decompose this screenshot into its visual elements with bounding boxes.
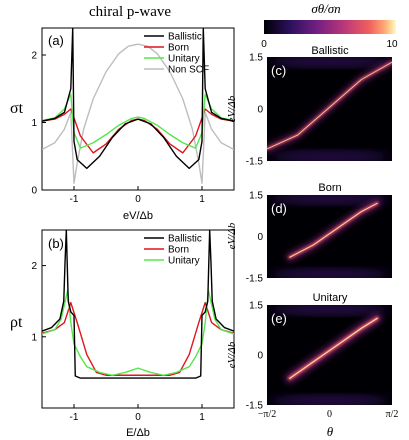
figure-title: chiral p-wave: [89, 4, 171, 20]
panel-e-ylabel: eV/Δb: [226, 341, 238, 368]
panel-d-flat-band: [269, 195, 390, 203]
panel-b-xtick-label: -1: [70, 412, 79, 423]
panel-c-title: Ballistic: [311, 45, 349, 57]
panel-a-ytick-label: 0: [31, 186, 37, 197]
panel-a-xtick-label: -1: [70, 194, 79, 205]
panel-b-series-unitary: [42, 289, 234, 376]
panel-a-ytick-label: 2: [31, 51, 37, 62]
panel-b-legend-label: Ballistic: [168, 234, 202, 245]
panel-a-xtick-label: 1: [199, 194, 205, 205]
panel-b-ytick-label: 1: [31, 332, 37, 343]
panel-b-xtick-label: 0: [135, 412, 141, 423]
panel-d-title: Born: [318, 182, 341, 194]
panel-e-xtick-label: −π/2: [258, 409, 276, 420]
panel-c-ytick-label: -1.5: [246, 157, 264, 168]
panel-e-ytick-label: 0: [257, 351, 263, 362]
panel-d-ylabel: eV/Δb: [226, 222, 238, 249]
panel-a-series-non-scf: [42, 43, 234, 184]
panel-c-ylabel: eV/Δb: [226, 95, 238, 122]
panel-b-series-born: [42, 301, 234, 376]
panel-b-legend-label: Born: [168, 245, 189, 256]
panel-e-xtick-label: 0: [327, 409, 332, 420]
panel-a-legend-label: Born: [168, 43, 189, 54]
panel-b-ylabel: ρt: [10, 314, 23, 331]
panel-e-ytick-label: 1.5: [249, 301, 263, 312]
panel-e-xtick-label: π/2: [386, 409, 399, 420]
panel-a-ytick-label: 1: [31, 118, 37, 129]
panel-e: Unitary (e) eV/Δb θ 1.5 0 -1.5−π/2 0 π/2: [226, 292, 398, 439]
panel-c-ytick-label: 0: [257, 105, 263, 116]
panel-a-xtick-label: 0: [135, 194, 141, 205]
panel-e-label: (e): [271, 311, 287, 326]
panel-c-ytick-label: 1.5: [249, 53, 263, 64]
panel-c-label: (c): [271, 63, 286, 78]
panel-c-band-core: [267, 61, 392, 150]
panel-e-xlabel: θ: [327, 424, 334, 439]
panel-b-ytick-label: 2: [31, 261, 37, 272]
colorbar-tick-min: 0: [261, 39, 267, 50]
panel-e-title: Unitary: [313, 292, 348, 304]
colorbar-label: σθ/σn: [311, 1, 340, 16]
panel-a-series-unitary: [42, 93, 234, 149]
panel-a-label: (a): [48, 33, 64, 48]
panel-a-legend-label: Non SCF: [168, 65, 209, 76]
colorbar-tick-max: 10: [386, 39, 398, 50]
panel-d-ytick-label: 1.5: [249, 191, 263, 202]
panel-d-ytick-label: -1.5: [246, 274, 264, 285]
panel-e-ytick-label: -1.5: [246, 401, 264, 412]
panel-d-label: (d): [271, 201, 287, 216]
panel-d-band-core: [289, 202, 378, 258]
panel-e-flat-band: [269, 396, 390, 405]
panel-b-legend-label: Unitary: [168, 256, 200, 267]
panel-e-flat-band: [269, 305, 390, 314]
panel-d-ytick-label: 0: [257, 232, 263, 243]
panel-a-ylabel: σt: [10, 100, 24, 117]
panel-a-legend-label: Ballistic: [168, 32, 202, 43]
panel-b-xtick-label: 1: [199, 412, 205, 423]
panel-e-band-core: [289, 317, 378, 379]
panel-a-series-ballistic: [42, 28, 234, 170]
panel-d-flat-band: [269, 270, 390, 278]
panel-a: (a) σt eV/Δb -1 0 1 0 1 2 BallisticBornUnitar…: [10, 27, 235, 222]
colorbar: σθ/σn 0 10: [261, 1, 398, 50]
panel-b-xlabel: E/Δb: [126, 427, 150, 439]
panel-c-flat-band: [269, 152, 390, 161]
panel-a-legend-label: Unitary: [168, 54, 200, 65]
panel-a-xlabel: eV/Δb: [123, 210, 153, 222]
panel-c-flat-band: [269, 57, 390, 66]
panel-d: Born (d) eV/Δb 1.5 0 -1.5: [226, 182, 392, 285]
panel-b-series-ballistic: [42, 230, 234, 379]
panel-b-label: (b): [48, 236, 64, 251]
panel-c: Ballistic (c) eV/Δb 1.5 0 -1.5: [226, 45, 392, 168]
